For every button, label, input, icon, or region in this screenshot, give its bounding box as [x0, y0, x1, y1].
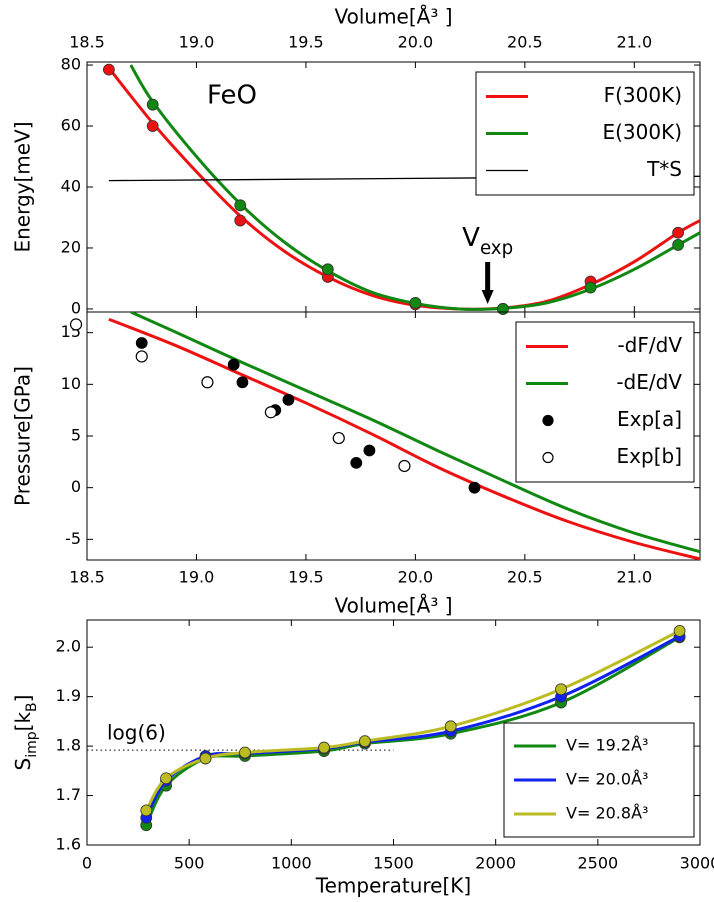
y-tick-label: -5	[65, 529, 81, 548]
marker	[135, 350, 148, 363]
x-tick-label: 2500	[577, 854, 618, 873]
y-tick-label: 0	[71, 477, 81, 496]
label-part: ]	[11, 695, 35, 703]
marker	[146, 120, 159, 132]
marker	[201, 376, 214, 389]
legend-label: V= 20.0Å³	[566, 770, 648, 789]
marker	[146, 98, 159, 111]
marker	[234, 214, 247, 227]
marker	[468, 481, 481, 494]
marker	[555, 683, 567, 696]
marker	[398, 459, 411, 473]
x-tick-label: 2000	[475, 854, 516, 873]
x-tick-label: 21.0	[617, 33, 653, 52]
x-axis-label: Volume[Å³ ]	[334, 5, 452, 29]
x-tick-label: 0	[82, 854, 92, 873]
marker	[584, 281, 597, 294]
y-tick-label: 40	[61, 177, 81, 196]
label-part: B	[24, 702, 40, 712]
legend-box	[503, 722, 695, 838]
marker	[227, 358, 240, 371]
x-tick-label: 20.0	[398, 33, 434, 52]
marker	[199, 752, 212, 765]
marker	[135, 337, 148, 349]
x-tick-label: 3000	[680, 854, 714, 873]
x-tick-label: 500	[174, 854, 205, 873]
marker	[102, 63, 115, 76]
y-axis-label: Simp[kB]	[11, 695, 41, 771]
marker	[497, 303, 509, 315]
legend-label: E(300K)	[602, 120, 682, 144]
marker	[363, 444, 376, 457]
x-tick-label: 20.5	[507, 568, 543, 587]
legend-marker	[542, 451, 554, 464]
y-tick-label: 2.0	[56, 637, 81, 656]
legend-label: V= 19.2Å³	[566, 736, 648, 755]
legend-label: T*S	[646, 157, 682, 181]
label-part: S	[11, 758, 35, 771]
y-tick-label: 5	[71, 426, 81, 445]
marker	[350, 456, 363, 469]
marker	[409, 296, 422, 309]
curve	[108, 317, 700, 560]
label-part: exp	[480, 238, 513, 259]
panel-text: FeO	[207, 81, 257, 111]
x-tick-label: 18.5	[69, 33, 105, 52]
marker	[282, 393, 295, 406]
legend-label: Exp[a]	[617, 407, 682, 431]
marker	[236, 376, 249, 389]
marker	[321, 263, 334, 276]
marker	[318, 741, 330, 754]
marker	[444, 720, 457, 733]
x-tick-label: 21.0	[617, 568, 653, 587]
y-tick-label: 1.9	[56, 686, 81, 705]
x-axis-label: Temperature[K]	[315, 874, 471, 898]
marker	[332, 431, 345, 445]
marker	[140, 804, 153, 817]
y-tick-label: 1.6	[56, 835, 81, 854]
x-axis-label: Volume[Å³ ]	[334, 594, 452, 618]
x-tick-label: 19.5	[288, 33, 324, 52]
x-tick-label: 19.0	[179, 33, 215, 52]
y-tick-label: 1.8	[56, 736, 81, 755]
y-tick-label: 1.7	[56, 785, 81, 804]
x-tick-label: 20.0	[398, 568, 434, 587]
y-tick-label: 10	[61, 374, 81, 393]
x-tick-label: 18.5	[69, 568, 105, 587]
legend-label: F(300K)	[604, 83, 682, 107]
marker	[672, 239, 685, 251]
x-tick-label: 1500	[373, 854, 414, 873]
label-part: imp	[24, 731, 40, 758]
legend-label: V= 20.8Å³	[566, 804, 648, 823]
legend-label: Exp[b]	[617, 444, 682, 468]
curve	[130, 312, 700, 554]
label-part: V	[462, 223, 480, 253]
y-tick-label: 20	[61, 237, 81, 256]
marker	[358, 735, 371, 748]
y-axis-label: Energy[meV]	[11, 121, 35, 252]
marker	[160, 772, 172, 785]
marker	[239, 746, 251, 759]
annotation-arrowhead	[481, 290, 494, 304]
x-tick-label: 1000	[271, 854, 312, 873]
marker	[69, 318, 83, 331]
x-tick-label: 19.0	[179, 568, 215, 587]
y-tick-label: 80	[61, 55, 81, 74]
reference-label: log(6)	[107, 721, 166, 745]
label-part: [k	[11, 712, 35, 732]
marker	[264, 406, 277, 419]
marker	[234, 199, 247, 212]
y-axis-label: Pressure[GPa]	[11, 366, 35, 506]
legend-label: -dF/dV	[617, 333, 682, 357]
annotation-label: Vexp	[462, 223, 513, 259]
x-tick-label: 20.5	[507, 33, 543, 52]
y-tick-label: 0	[71, 298, 81, 317]
x-tick-label: 19.5	[288, 568, 324, 587]
legend-label: -dE/dV	[616, 370, 682, 394]
y-tick-label: 60	[61, 116, 81, 135]
marker	[673, 624, 686, 637]
marker	[672, 226, 685, 239]
legend-marker	[542, 414, 554, 427]
